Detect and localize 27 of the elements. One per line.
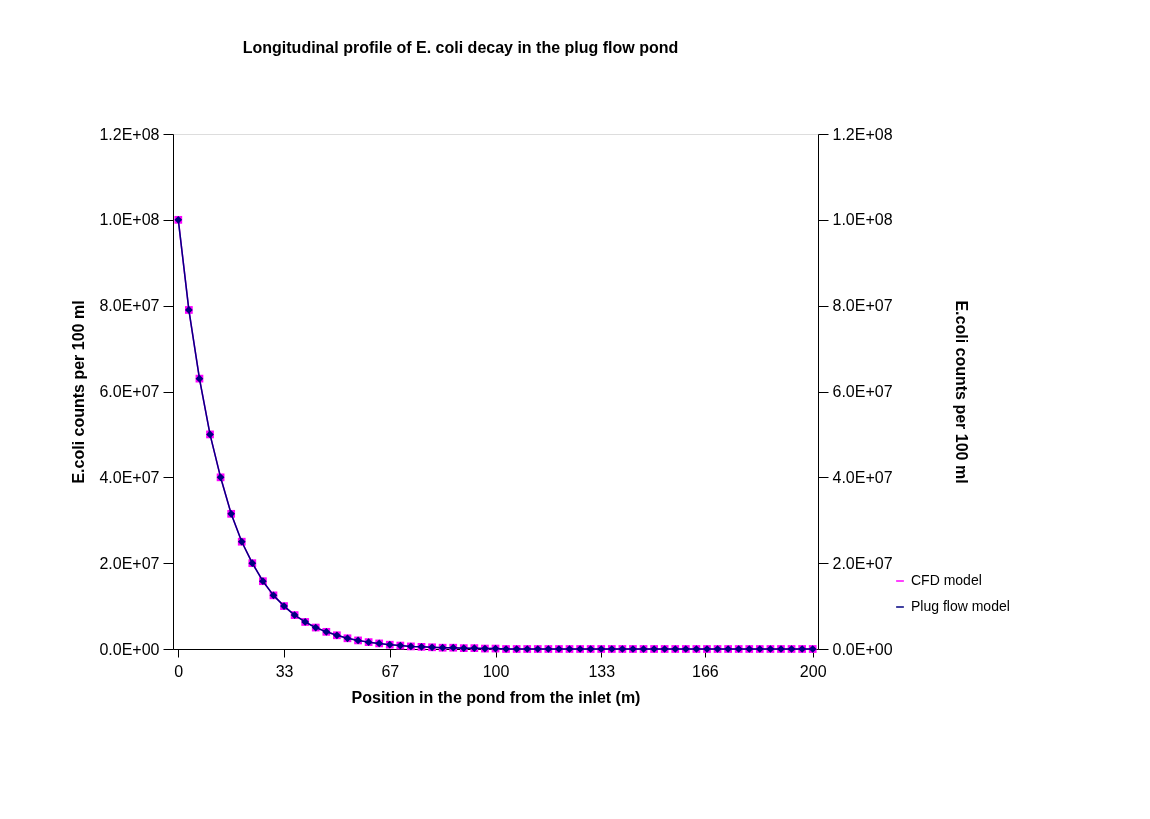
y-tick-label: 0.0E+00 bbox=[99, 640, 160, 658]
y-tick-label: 8.0E+07 bbox=[99, 297, 160, 315]
y2-tick-label: 2.0E+07 bbox=[832, 554, 893, 572]
y2-tick-label: 0.0E+00 bbox=[832, 640, 893, 658]
x-tick-label: 67 bbox=[381, 662, 400, 680]
y2-tick-label: 4.0E+07 bbox=[832, 468, 893, 486]
y2-tick-label: 1.2E+08 bbox=[832, 125, 893, 143]
x-tick-label: 0 bbox=[174, 662, 184, 680]
y2-axis-title: E.coli counts per 100 ml bbox=[952, 300, 970, 484]
legend-label: CFD model bbox=[911, 572, 982, 588]
y-tick-label: 2.0E+07 bbox=[99, 554, 160, 572]
y-axis-title: E.coli counts per 100 ml bbox=[70, 300, 88, 484]
x-axis-title: Position in the pond from the inlet (m) bbox=[351, 688, 641, 706]
y-tick-label: 1.2E+08 bbox=[99, 125, 160, 143]
x-tick-label: 133 bbox=[588, 662, 616, 680]
y2-tick-label: 8.0E+07 bbox=[832, 297, 893, 315]
chart-title: Longitudinal profile of E. coli decay in the plug flow pond bbox=[242, 39, 679, 56]
x-tick-label: 200 bbox=[799, 662, 827, 680]
y2-tick-label: 6.0E+07 bbox=[832, 383, 893, 400]
y2-tick-label: 1.0E+08 bbox=[832, 211, 893, 229]
x-tick-label: 33 bbox=[275, 662, 294, 680]
y-tick-label: 6.0E+07 bbox=[99, 383, 160, 400]
y-tick-label: 4.0E+07 bbox=[99, 468, 160, 486]
y-tick-label: 1.0E+08 bbox=[99, 211, 160, 229]
legend-label: Plug flow model bbox=[911, 598, 1010, 614]
x-tick-label: 166 bbox=[692, 662, 719, 680]
x-tick-label: 100 bbox=[482, 662, 510, 680]
